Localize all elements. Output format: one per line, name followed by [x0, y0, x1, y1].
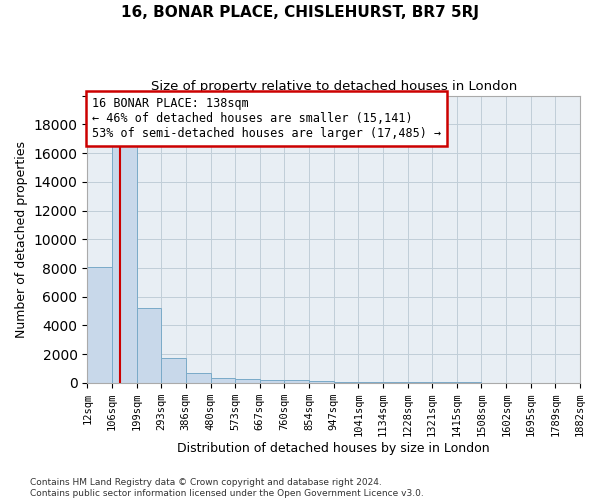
Bar	[309, 381, 334, 383]
Bar	[407, 382, 432, 383]
Bar	[284, 380, 309, 383]
Y-axis label: Number of detached properties: Number of detached properties	[15, 141, 28, 338]
Bar	[87, 268, 112, 383]
Bar	[260, 380, 284, 383]
Text: 16 BONAR PLACE: 138sqm
← 46% of detached houses are smaller (15,141)
53% of semi: 16 BONAR PLACE: 138sqm ← 46% of detached…	[92, 97, 442, 140]
Title: Size of property relative to detached houses in London: Size of property relative to detached ho…	[151, 80, 517, 93]
Text: Contains HM Land Registry data © Crown copyright and database right 2024.
Contai: Contains HM Land Registry data © Crown c…	[30, 478, 424, 498]
Bar	[161, 358, 186, 383]
Bar	[137, 308, 161, 383]
X-axis label: Distribution of detached houses by size in London: Distribution of detached houses by size …	[178, 442, 490, 455]
Bar	[383, 382, 407, 383]
Bar	[235, 379, 260, 383]
Bar	[457, 382, 481, 383]
Bar	[358, 382, 383, 383]
Bar	[334, 382, 358, 383]
Bar	[112, 144, 137, 383]
Text: 16, BONAR PLACE, CHISLEHURST, BR7 5RJ: 16, BONAR PLACE, CHISLEHURST, BR7 5RJ	[121, 5, 479, 20]
Bar	[432, 382, 457, 383]
Bar	[186, 373, 211, 383]
Bar	[211, 378, 235, 383]
